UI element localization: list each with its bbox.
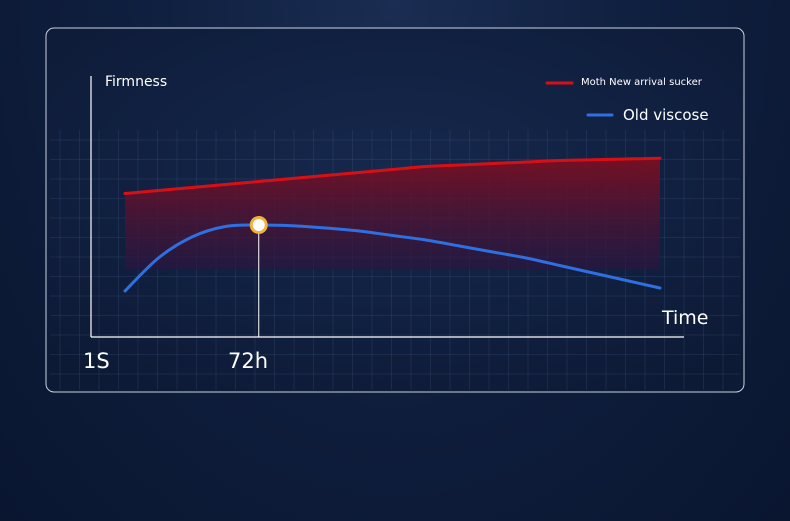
y-axis-label: Firmness xyxy=(105,74,167,90)
series-line-moth-new-arrival-sucker xyxy=(123,156,662,195)
x-axis-label: Time xyxy=(661,307,709,329)
series-line-old-viscose xyxy=(123,223,662,293)
legend-label-old-viscose: Old viscose xyxy=(623,106,709,124)
x-tick-label: 1S xyxy=(83,349,110,373)
highlight-point xyxy=(249,216,268,234)
legend-label-moth-new-arrival-sucker: Moth New arrival sucker xyxy=(581,77,703,88)
x-tick-label: 72h xyxy=(228,349,268,373)
